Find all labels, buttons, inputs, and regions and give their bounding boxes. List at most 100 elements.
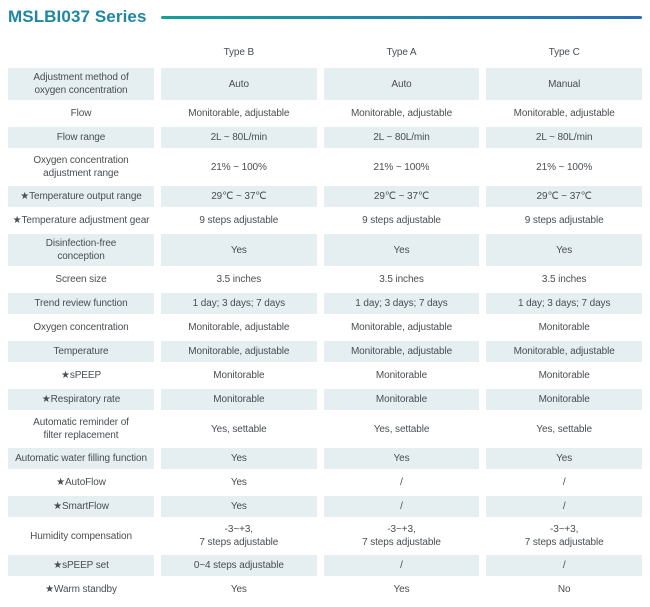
table-row: ★Temperature output range 29℃ ~ 37℃ 29℃ …	[8, 186, 642, 207]
cell-type-b: -3~+3, 7 steps adjustable	[199, 524, 279, 548]
table-row: Automatic water filling function Yes Yes…	[8, 448, 642, 469]
cell-type-a: Yes	[323, 234, 480, 266]
cell-type-c: 9 steps adjustable	[524, 215, 604, 226]
cell-type-b: Monitorable	[213, 370, 265, 381]
cell-type-b: Yes	[161, 234, 317, 266]
cell-type-a: Monitorable, adjustable	[323, 341, 480, 362]
table-row: ★SmartFlow Yes / /	[8, 496, 642, 517]
cell-type-c: Yes	[486, 448, 642, 469]
cell-type-c: 29℃ ~ 37℃	[486, 186, 642, 207]
cell-type-c: Monitorable	[486, 389, 642, 410]
cell-type-c: 3.5 inches	[541, 274, 587, 285]
cell-type-b: Auto	[161, 68, 317, 100]
row-label: Oxygen concentration	[33, 322, 129, 333]
cell-type-c: -3~+3, 7 steps adjustable	[524, 524, 604, 548]
cell-type-a: /	[323, 496, 480, 517]
table-row: Humidity compensation -3~+3, 7 steps adj…	[8, 520, 642, 552]
table-row: Oxygen concentration Monitorable, adjust…	[8, 317, 642, 338]
cell-type-b: Yes	[161, 448, 317, 469]
row-label: ★sPEEP	[60, 370, 102, 381]
cell-type-c: Yes	[486, 234, 642, 266]
cell-type-c: /	[486, 555, 642, 576]
cell-type-a: /	[400, 477, 403, 488]
cell-type-a: 3.5 inches	[379, 274, 424, 285]
table-row: Trend review function 1 day; 3 days; 7 d…	[8, 293, 642, 314]
cell-type-c: Monitorable, adjustable	[513, 108, 615, 119]
row-label: Trend review function	[8, 293, 154, 314]
cell-type-b: 29℃ ~ 37℃	[161, 186, 317, 207]
table-row: ★Temperature adjustment gear 9 steps adj…	[8, 210, 642, 231]
cell-type-c: /	[562, 477, 566, 488]
row-label: ★Temperature output range	[8, 186, 154, 207]
cell-type-a: Monitorable	[323, 389, 480, 410]
table-row: Automatic reminder of filter replacement…	[8, 413, 642, 445]
cell-type-a: Monitorable, adjustable	[350, 322, 453, 333]
cell-type-c: No	[557, 584, 571, 595]
row-label: ★SmartFlow	[8, 496, 154, 517]
table-row: ★Warm standby Yes Yes No	[8, 579, 642, 600]
table-row: Oxygen concentration adjustment range 21…	[8, 151, 642, 183]
table-row: ★sPEEP Monitorable Monitorable Monitorab…	[8, 365, 642, 386]
row-label: ★Warm standby	[45, 584, 117, 595]
cell-type-b: 21% ~ 100%	[210, 161, 267, 173]
cell-type-a: 29℃ ~ 37℃	[323, 186, 480, 207]
cell-type-a: Yes, settable	[373, 423, 430, 435]
table-row: Temperature Monitorable, adjustable Moni…	[8, 341, 642, 362]
cell-type-b: 2L ~ 80L/min	[161, 127, 317, 148]
table-body: Adjustment method of oxygen concentratio…	[8, 68, 642, 600]
table-row: Flow range 2L ~ 80L/min 2L ~ 80L/min 2L …	[8, 127, 642, 148]
cell-type-b: Yes, settable	[211, 423, 267, 435]
cell-type-a: Auto	[323, 68, 480, 100]
cell-type-c: Monitorable, adjustable	[486, 341, 642, 362]
row-label: Automatic water filling function	[8, 448, 154, 469]
table-header-row: Type B Type A Type C	[8, 42, 642, 63]
row-label: Adjustment method of oxygen concentratio…	[8, 68, 154, 100]
cell-type-b: Monitorable, adjustable	[188, 108, 290, 119]
table-row: ★AutoFlow Yes / /	[8, 472, 642, 493]
cell-type-a: 21% ~ 100%	[373, 161, 430, 173]
cell-type-c: 1 day; 3 days; 7 days	[486, 293, 642, 314]
row-label: ★Temperature adjustment gear	[12, 215, 150, 226]
column-header-type-b: Type B	[223, 47, 255, 58]
cell-type-c: 21% ~ 100%	[536, 161, 593, 173]
cell-type-b: 9 steps adjustable	[199, 215, 279, 226]
cell-type-a: 9 steps adjustable	[362, 215, 441, 226]
title-divider-line	[160, 15, 642, 19]
row-label: Flow range	[8, 127, 154, 148]
table-row: ★Respiratory rate Monitorable Monitorabl…	[8, 389, 642, 410]
column-header-type-c: Type C	[548, 47, 580, 58]
row-label: Automatic reminder of filter replacement	[33, 417, 129, 441]
row-label: Temperature	[8, 341, 154, 362]
cell-type-b: Monitorable, adjustable	[188, 322, 290, 333]
cell-type-b: 3.5 inches	[216, 274, 262, 285]
cell-type-b: Yes	[161, 496, 317, 517]
cell-type-a: Monitorable, adjustable	[350, 108, 453, 119]
row-label: Humidity compensation	[30, 530, 132, 542]
cell-type-b: Yes	[230, 477, 247, 488]
page-header: MSLBI037 Series	[8, 6, 642, 28]
table-row: Adjustment method of oxygen concentratio…	[8, 68, 642, 100]
cell-type-c: Yes, settable	[536, 423, 592, 435]
cell-type-a: 1 day; 3 days; 7 days	[323, 293, 480, 314]
page-title: MSLBI037 Series	[8, 7, 147, 26]
row-label: ★sPEEP set	[8, 555, 154, 576]
cell-type-a: -3~+3, 7 steps adjustable	[362, 524, 441, 548]
cell-type-b: Monitorable	[161, 389, 317, 410]
table-row: Flow Monitorable, adjustable Monitorable…	[8, 103, 642, 124]
column-header-type-a: Type A	[386, 47, 417, 58]
cell-type-c: 2L ~ 80L/min	[486, 127, 642, 148]
cell-type-a: Yes	[393, 584, 410, 595]
table-row: ★sPEEP set 0~4 steps adjustable / /	[8, 555, 642, 576]
row-label: Screen size	[55, 274, 107, 285]
cell-type-b: Monitorable, adjustable	[161, 341, 317, 362]
cell-type-c: /	[486, 496, 642, 517]
spec-comparison-table: Type B Type A Type C Adjustment method o…	[8, 42, 642, 600]
cell-type-a: Yes	[323, 448, 480, 469]
table-row: Screen size 3.5 inches 3.5 inches 3.5 in…	[8, 269, 642, 290]
cell-type-a: /	[323, 555, 480, 576]
row-label: Flow	[70, 108, 92, 119]
cell-type-b: 0~4 steps adjustable	[161, 555, 317, 576]
cell-type-c: Monitorable	[538, 322, 590, 333]
row-label: ★AutoFlow	[56, 477, 106, 488]
